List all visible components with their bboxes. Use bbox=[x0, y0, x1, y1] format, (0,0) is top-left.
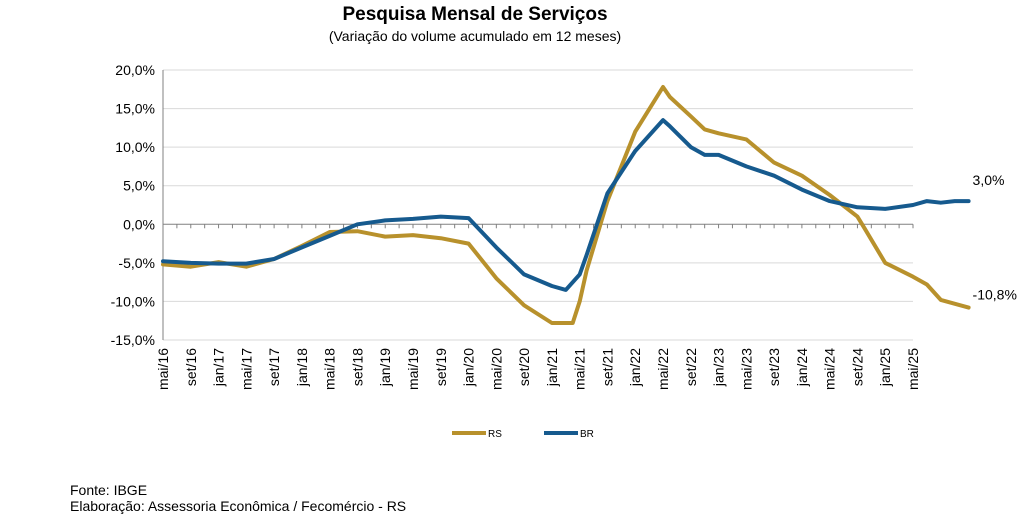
x-tick-label: set/24 bbox=[849, 348, 865, 386]
x-tick-label: jan/24 bbox=[794, 348, 810, 387]
end-label-br: 3,0% bbox=[973, 172, 1005, 188]
x-tick-label: mai/19 bbox=[405, 348, 421, 390]
legend-label-br: BR bbox=[580, 429, 594, 440]
x-tick-label: jan/19 bbox=[377, 348, 393, 387]
elaboration-text: Elaboração: Assessoria Econômica / Fecom… bbox=[70, 498, 407, 514]
chart-title: Pesquisa Mensal de Serviços bbox=[342, 4, 608, 25]
x-tick-label: jan/17 bbox=[211, 348, 227, 387]
x-tick-label: set/23 bbox=[766, 348, 782, 386]
x-tick-label: jan/20 bbox=[461, 348, 477, 387]
x-tick-label: set/21 bbox=[599, 348, 615, 386]
x-tick-label: mai/17 bbox=[238, 348, 254, 390]
legend-label-rs: RS bbox=[488, 429, 502, 440]
chart-subtitle: (Variação do volume acumulado em 12 mese… bbox=[328, 28, 622, 44]
series-lines bbox=[161, 85, 971, 325]
x-axis-tick-labels: mai/16 set/16 jan/17 mai/17 set/17 jan/18 mai/… bbox=[155, 348, 921, 390]
y-tick-label: 0,0% bbox=[123, 216, 155, 232]
series-line-br bbox=[161, 118, 971, 292]
x-tick-label: mai/16 bbox=[155, 348, 171, 390]
y-tick-label: -15,0% bbox=[111, 332, 155, 348]
x-tick-label: set/16 bbox=[183, 348, 199, 386]
y-tick-label: 5,0% bbox=[123, 178, 155, 194]
source-text: Fonte: IBGE bbox=[70, 482, 148, 498]
annotations: 3,0% -10,8% bbox=[973, 172, 1017, 302]
y-tick-label: -10,0% bbox=[111, 293, 155, 309]
y-tick-label: -5,0% bbox=[118, 255, 155, 271]
x-tick-label: set/19 bbox=[433, 348, 449, 386]
y-tick-label: 20,0% bbox=[115, 62, 155, 78]
x-tick-label: mai/24 bbox=[822, 348, 838, 390]
x-tick-label: jan/21 bbox=[544, 348, 560, 387]
x-tick-label: mai/25 bbox=[905, 348, 921, 390]
x-tick-label: set/22 bbox=[683, 348, 699, 386]
x-tick-label: set/20 bbox=[516, 348, 532, 386]
footer: Fonte: IBGE Elaboração: Assessoria Econô… bbox=[70, 482, 406, 514]
x-tick-label: set/17 bbox=[266, 348, 282, 386]
y-axis-tick-labels: 20,0% 15,0% 10,0% 5,0% 0,0% -5,0% -10,0% -15,0% bbox=[111, 62, 155, 348]
x-tick-label: mai/22 bbox=[655, 348, 671, 390]
x-tick-label: jan/18 bbox=[294, 348, 310, 387]
x-tick-label: jan/22 bbox=[627, 348, 643, 387]
series-line-rs bbox=[161, 85, 971, 325]
y-tick-label: 15,0% bbox=[115, 101, 155, 117]
x-tick-label: mai/18 bbox=[322, 348, 338, 390]
x-tick-label: jan/23 bbox=[711, 348, 727, 387]
end-label-rs: -10,8% bbox=[973, 287, 1017, 303]
y-tick-label: 10,0% bbox=[115, 139, 155, 155]
x-tick-label: mai/23 bbox=[738, 348, 754, 390]
x-tick-label: set/18 bbox=[349, 348, 365, 386]
legend: RS BR bbox=[452, 429, 594, 440]
grid-lines bbox=[163, 69, 913, 341]
axes bbox=[162, 70, 914, 340]
x-tick-label: mai/21 bbox=[572, 348, 588, 390]
x-tick-label: mai/20 bbox=[488, 348, 504, 390]
x-tick-label: jan/25 bbox=[877, 348, 893, 387]
line-chart: 20,0% 15,0% 10,0% 5,0% 0,0% -5,0% -10,0% -15,0%… bbox=[111, 62, 1017, 440]
